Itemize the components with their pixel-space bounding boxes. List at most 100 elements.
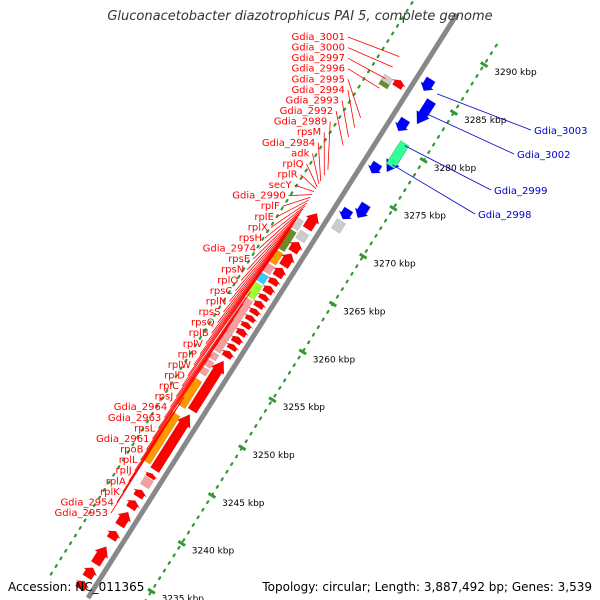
scale-tick-label: 3275 kbp: [404, 212, 447, 222]
forward-gene-feature: [235, 327, 249, 339]
forward-gene-label: Gdia_2996: [292, 64, 345, 75]
backbone-lines: [49, 0, 501, 600]
forward-gene-feature: [302, 213, 320, 232]
forward-gene-feature: [278, 253, 295, 270]
scale-tick-mark: [389, 204, 398, 212]
forward-gene-label: rpsM: [297, 127, 321, 138]
forward-gene-label: Gdia_2961: [96, 434, 149, 445]
forward-label-leader: [223, 225, 293, 313]
forward-gene-feature: [295, 229, 310, 244]
forward-label-leader: [163, 311, 239, 419]
forward-gene-label: rplQ: [282, 159, 303, 170]
forward-gene-label: rplF: [261, 201, 280, 212]
forward-gene-label: rplR: [277, 170, 297, 181]
forward-label-leader: [282, 196, 311, 207]
map-title: Gluconacetobacter diazotrophicus PAI 5, …: [107, 9, 493, 24]
forward-label-leader: [264, 205, 306, 239]
forward-label-leader: [312, 153, 320, 184]
reverse-dotted-guide: [144, 39, 501, 600]
scale-tick-mark: [237, 444, 247, 451]
reverse-label-leader: [437, 93, 532, 131]
forward-gene-feature: [187, 360, 225, 414]
forward-gene-label: rplC: [159, 381, 179, 392]
forward-gene-label: rplJ: [116, 466, 132, 477]
forward-dotted-guide: [49, 0, 416, 576]
scale-tick-mark: [328, 300, 338, 308]
forward-gene-feature: [239, 320, 254, 331]
forward-gene-feature: [74, 580, 89, 592]
forward-gene-feature: [150, 414, 191, 474]
forward-gene-label: rplE: [254, 212, 274, 223]
forward-gene-label: secY: [269, 180, 293, 191]
forward-label-leader: [306, 163, 318, 187]
forward-gene-feature: [114, 511, 132, 529]
reverse-gene-label: Gdia_2999: [494, 186, 547, 197]
backbone-line: [85, 12, 460, 600]
forward-gene-label: Gdia_2964: [114, 402, 167, 413]
forward-gene-label: rplX: [248, 222, 268, 233]
scale-tick-mark: [419, 156, 428, 164]
scale-tick-mark: [479, 61, 489, 69]
scale-tick-label: 3260 kbp: [313, 355, 356, 365]
forward-label-leader: [229, 222, 295, 302]
forward-gene-label: rpsQ: [191, 318, 215, 329]
scale-tick-mark: [207, 492, 217, 499]
scale-tick-mark: [268, 396, 277, 404]
forward-label-leader: [217, 228, 291, 323]
forward-label-leader: [158, 318, 234, 429]
scale-tick-mark: [298, 348, 307, 356]
forward-gene-feature: [139, 475, 154, 490]
scale-tick-label: 3265 kbp: [343, 307, 386, 317]
scale-tick-label: 3235 kbp: [162, 595, 205, 600]
forward-gene-label: rpsC: [210, 286, 233, 297]
forward-label-leader: [317, 142, 322, 182]
forward-label-leader: [347, 57, 386, 79]
forward-label-leader: [276, 199, 309, 218]
forward-gene-label: Gdia_2974: [203, 244, 256, 255]
forward-label-leader: [300, 174, 317, 189]
forward-gene-label: Gdia_2992: [280, 106, 333, 117]
reverse-gene-feature: [354, 201, 371, 219]
forward-gene-label: rpsE: [228, 254, 250, 265]
forward-label-leader: [252, 211, 302, 260]
forward-label-leader: [193, 240, 284, 366]
reverse-label-leader: [404, 145, 492, 191]
forward-gene-feature: [82, 567, 98, 581]
forward-gene-label: rplW: [168, 360, 191, 371]
forward-label-leader: [341, 100, 349, 138]
forward-gene-feature: [244, 313, 258, 324]
forward-label-leader: [181, 247, 279, 387]
forward-gene-feature: [221, 349, 235, 361]
forward-label-leader: [169, 303, 244, 408]
forward-gene-label: rplP: [178, 349, 197, 360]
forward-label-leader: [347, 47, 393, 68]
reverse-gene-feature: [416, 97, 437, 125]
forward-gene-label: Gdia_2963: [108, 413, 161, 424]
forward-gene-label: Gdia_2953: [55, 508, 108, 519]
forward-gene-label: rplL: [119, 455, 138, 466]
reverse-gene-feature: [385, 140, 410, 170]
forward-gene-feature: [248, 307, 262, 318]
forward-gene-feature: [252, 299, 267, 311]
forward-gene-label: rpsJ: [155, 392, 174, 403]
forward-label-leader: [246, 214, 300, 270]
forward-label-leader: [347, 79, 361, 119]
forward-gene-label: Gdia_3001: [292, 32, 345, 43]
forward-gene-label: rplN: [206, 296, 227, 307]
forward-gene-label: Gdia_2989: [274, 117, 327, 128]
forward-gene-label: rplA: [106, 476, 126, 487]
forward-label-leader: [241, 217, 298, 281]
forward-gene-feature: [391, 79, 406, 91]
forward-gene-feature: [257, 292, 271, 303]
forward-label-leader: [110, 439, 158, 514]
forward-gene-label: Gdia_3000: [292, 43, 345, 54]
scale-tick-label: 3285 kbp: [464, 116, 507, 126]
forward-label-leader: [347, 36, 400, 57]
forward-gene-feature: [287, 241, 303, 255]
scale-ticks: 3235 kbp 3240 kbp 3245 kbp 3250 kbp 3255 kbp…: [147, 61, 537, 600]
forward-gene-label: rpoB: [120, 445, 144, 456]
forward-label-leader: [327, 121, 331, 170]
forward-label-leader: [199, 237, 286, 355]
forward-gene-label: rplV: [183, 339, 203, 350]
